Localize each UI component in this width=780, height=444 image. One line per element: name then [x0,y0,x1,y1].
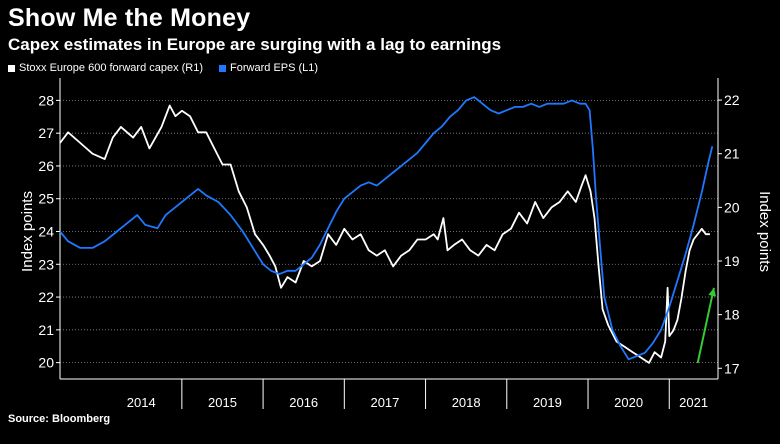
legend-label-capex: Stoxx Europe 600 forward capex (R1) [19,62,204,74]
annotation-arrow-head [708,287,717,297]
right-axis-title: Index points [756,191,773,272]
x-tick-label-2016: 2016 [289,395,318,410]
series-line-capex [59,104,710,364]
right-tick-label-18: 18 [724,307,740,323]
left-tick-label-25: 25 [38,191,54,207]
chart-subtitle: Capex estimates in Europe are surging wi… [8,35,502,54]
x-tick-label-2014: 2014 [127,395,156,410]
x-tick-label-2015: 2015 [208,395,237,410]
left-tick-label-24: 24 [38,224,54,240]
left-tick-label-26: 26 [38,158,54,174]
x-tick-label-2018: 2018 [452,395,481,410]
legend-label-eps: Forward EPS (L1) [230,62,319,74]
x-tick-label-2019: 2019 [533,395,562,410]
right-tick-label-22: 22 [724,92,740,108]
right-tick-label-21: 21 [724,146,740,162]
x-tick-label-2020: 2020 [614,395,643,410]
legend-item-capex: Stoxx Europe 600 forward capex (R1) [8,62,203,74]
left-axis-title: Index points [19,191,36,272]
left-tick-label-23: 23 [38,256,54,272]
x-tick-label-2017: 2017 [370,395,399,410]
annotation-arrow-shaft [696,287,715,364]
right-tick-label-17: 17 [724,360,740,376]
right-tick-label-19: 19 [724,253,740,269]
legend: Stoxx Europe 600 forward capex (R1) Forw… [8,62,318,74]
source-note: Source: Bloomberg [8,413,111,425]
left-tick-label-28: 28 [38,92,54,108]
chart-title: Show Me the Money [8,4,251,32]
legend-swatch-eps [219,64,227,72]
x-tick-label-2021: 2021 [679,395,708,410]
right-tick-label-20: 20 [724,199,740,215]
series-line-eps [59,96,714,361]
left-tick-label-27: 27 [38,125,54,141]
left-tick-label-21: 21 [38,322,54,338]
legend-item-eps: Forward EPS (L1) [219,62,318,74]
left-tick-label-20: 20 [38,355,54,371]
left-tick-label-22: 22 [38,289,54,305]
legend-swatch-capex [8,64,15,72]
